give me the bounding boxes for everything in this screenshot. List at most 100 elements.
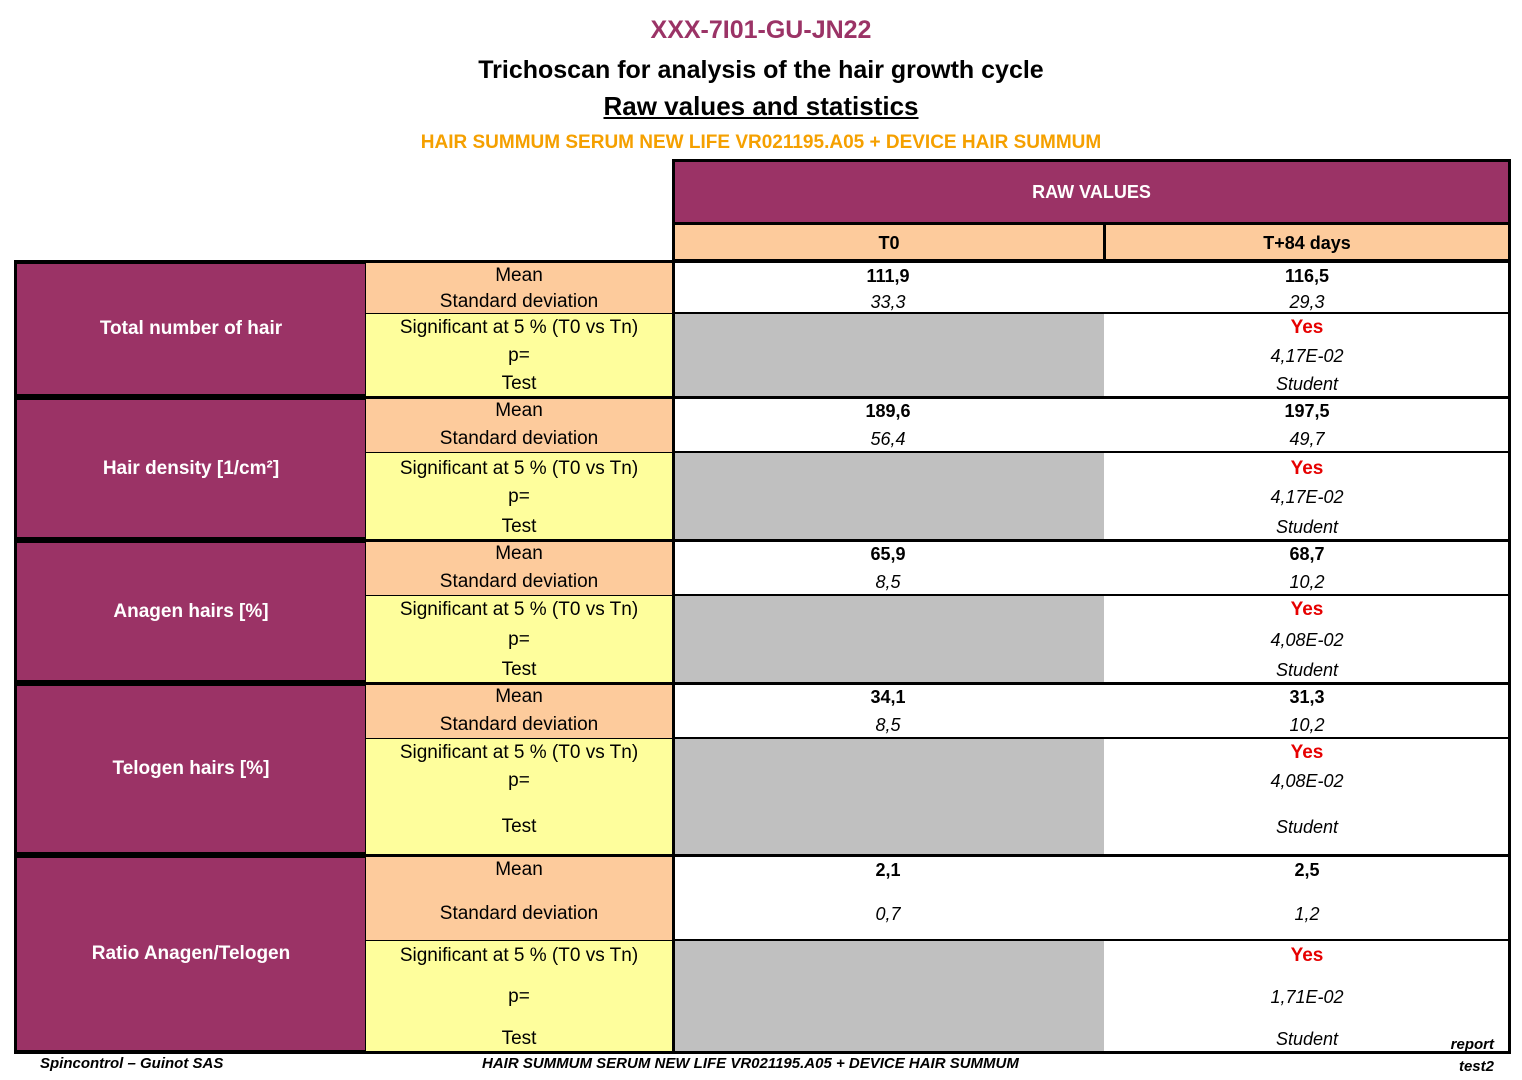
t0-empty-cell [672,739,1105,855]
row-label-p: p= [508,986,530,1007]
section-divider [14,260,1511,263]
row-label-significant: Significant at 5 % (T0 vs Tn) [399,317,639,338]
significance-result: Yes [1290,317,1324,338]
row-label-mean: Mean [495,400,543,421]
test-name: Student [1275,1029,1339,1049]
section-divider [14,682,1511,685]
section-label: Ratio Anagen/Telogen [14,855,367,1053]
row-label-mean: Mean [495,859,543,880]
label-cell-significance [366,596,673,683]
mean-t0: 189,6 [865,401,911,421]
mean-t84: 116,5 [1284,266,1330,286]
test-name: Student [1275,817,1339,837]
study-code: XXX-7I01-GU-JN22 [650,16,872,44]
row-label-p: p= [508,486,530,507]
footer-report-label: report [1450,1036,1494,1053]
mean-t0: 111,9 [866,266,910,286]
sd-t0: 33,3 [870,292,906,312]
sd-t84: 29,3 [1289,292,1325,312]
t84-significance-cell [1104,596,1511,683]
section-label: Total number of hair [14,261,367,397]
p-value: 4,08E-02 [1270,630,1344,650]
sd-t0: 0,7 [875,904,901,924]
sd-t0: 8,5 [875,572,901,592]
row-label-sd: Standard deviation [439,291,599,312]
p-value: 1,71E-02 [1270,987,1344,1007]
t0-stats-cell [672,397,1105,453]
t84-significance-cell [1104,314,1511,397]
sd-t84: 1,2 [1294,904,1320,924]
t84-stats-cell [1104,261,1511,314]
mean-t0: 34,1 [870,687,906,707]
sd-t0: 8,5 [875,715,901,735]
row-label-p: p= [508,345,530,366]
product-name: HAIR SUMMUM SERUM NEW LIFE VR021195.A05 … [420,132,1102,153]
mean-t0: 2,1 [875,860,901,880]
sd-t0: 56,4 [870,429,906,449]
row-label-test: Test [501,659,537,680]
mean-t84: 68,7 [1289,544,1325,564]
t0-empty-cell [672,596,1105,683]
report-title: Trichoscan for analysis of the hair grow… [478,56,1044,84]
column-header-t84: T+84 days [1104,225,1511,261]
label-cell-stats [366,540,673,596]
row-label-test: Test [501,516,537,537]
mean-t84: 2,5 [1294,860,1320,880]
row-label-sd: Standard deviation [439,714,599,735]
footer-company: Spincontrol – Guinot SAS [40,1055,224,1072]
mean-t84: 197,5 [1284,401,1330,421]
test-name: Student [1275,374,1339,394]
t84-significance-cell [1104,453,1511,540]
label-cell-significance [366,453,673,540]
section-divider [14,396,1511,399]
t0-stats-cell [672,540,1105,596]
t0-empty-cell [672,941,1105,1053]
t84-stats-cell [1104,397,1511,453]
label-cell-significance [366,314,673,397]
row-label-p: p= [508,629,530,650]
raw-values-header: RAW VALUES [672,159,1511,225]
p-value: 4,17E-02 [1270,346,1344,366]
p-value: 4,08E-02 [1270,771,1344,791]
p-value: 4,17E-02 [1270,487,1344,507]
row-label-mean: Mean [495,265,543,286]
label-cell-significance [366,739,673,855]
report-subtitle: Raw values and statistics [603,91,919,121]
row-label-p: p= [508,770,530,791]
test-name: Student [1275,660,1339,680]
footer-report-id: test2 [1458,1058,1494,1075]
t84-stats-cell [1104,683,1511,739]
section-divider [14,854,1511,857]
label-cell-stats [366,397,673,453]
t84-significance-cell [1104,941,1511,1053]
row-label-significant: Significant at 5 % (T0 vs Tn) [399,599,639,620]
label-cell-stats [366,261,673,314]
row-label-significant: Significant at 5 % (T0 vs Tn) [399,458,639,479]
t0-empty-cell [672,453,1105,540]
t0-stats-cell [672,683,1105,739]
sd-t84: 10,2 [1289,715,1325,735]
section-divider [14,539,1511,542]
t84-stats-cell [1104,540,1511,596]
sd-t84: 49,7 [1289,429,1325,449]
sd-t84: 10,2 [1289,572,1325,592]
t0-empty-cell [672,314,1105,397]
mean-t0: 65,9 [870,544,906,564]
row-label-mean: Mean [495,686,543,707]
label-cell-stats [366,683,673,739]
t84-significance-cell [1104,739,1511,855]
section-label: Anagen hairs [%] [14,540,367,683]
section-label: Hair density [1/cm²] [14,397,367,540]
significance-result: Yes [1290,742,1324,763]
row-label-mean: Mean [495,543,543,564]
row-label-significant: Significant at 5 % (T0 vs Tn) [399,945,639,966]
table-bottom-border [14,1051,1511,1054]
t84-stats-cell [1104,855,1511,941]
t0-stats-cell [672,261,1105,314]
row-label-significant: Significant at 5 % (T0 vs Tn) [399,742,639,763]
column-header-t0: T0 [672,225,1105,261]
significance-result: Yes [1290,599,1324,620]
row-label-sd: Standard deviation [439,903,599,924]
significance-result: Yes [1290,458,1324,479]
label-cell-significance [366,941,673,1053]
